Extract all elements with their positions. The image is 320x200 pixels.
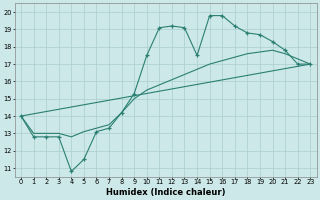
X-axis label: Humidex (Indice chaleur): Humidex (Indice chaleur) — [106, 188, 225, 197]
